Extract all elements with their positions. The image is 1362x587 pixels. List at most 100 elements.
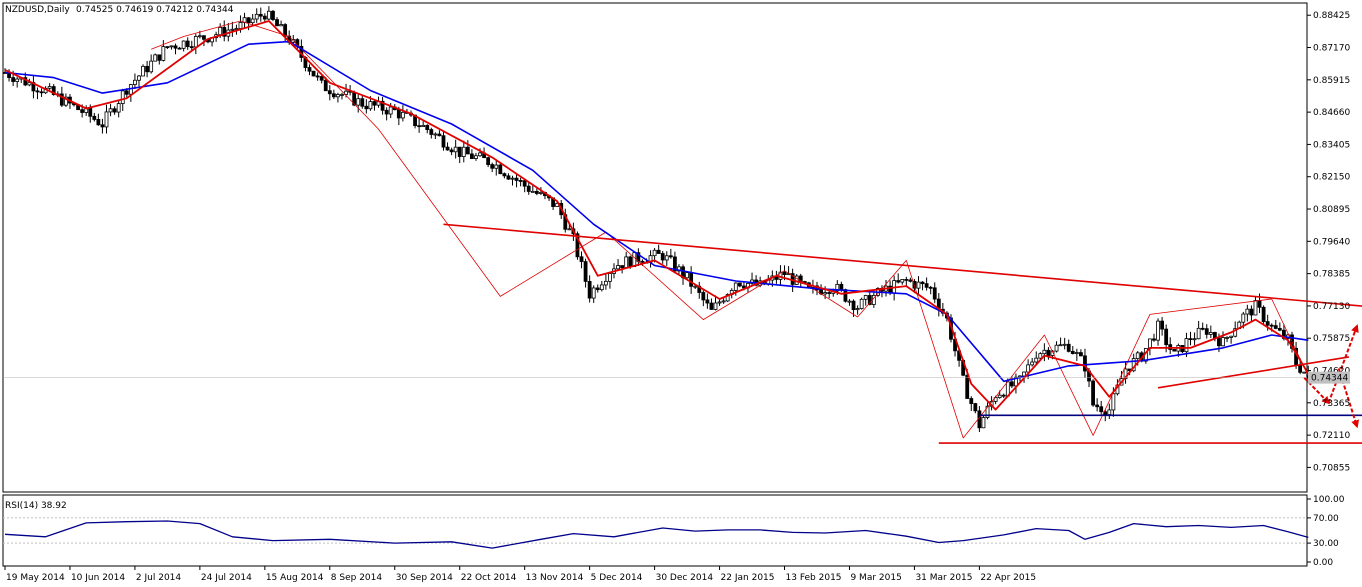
- candle: [258, 7, 263, 22]
- candle-body: [1079, 352, 1083, 357]
- date-tick-label: 15 Aug 2014: [266, 573, 324, 583]
- candle-body: [457, 146, 462, 157]
- candle: [1196, 320, 1201, 340]
- candle-body: [847, 300, 852, 303]
- candle: [530, 184, 535, 193]
- candle-body: [116, 103, 121, 113]
- date-tick-label: 9 Mar 2015: [850, 573, 901, 583]
- candle-body: [717, 301, 722, 304]
- candle: [697, 281, 702, 299]
- rsi-line: [4, 520, 1309, 549]
- candle-body: [336, 94, 340, 98]
- fast-moving-average: [4, 20, 1310, 411]
- candle: [713, 295, 718, 311]
- candle: [457, 146, 462, 164]
- candle: [595, 284, 600, 293]
- candle-body: [900, 278, 905, 283]
- candle-body: [514, 177, 519, 181]
- candle-body: [47, 86, 52, 89]
- candle: [478, 148, 482, 157]
- candle: [1180, 345, 1185, 353]
- candle-body: [15, 78, 20, 82]
- candle: [279, 20, 283, 27]
- candle-body: [145, 65, 150, 73]
- candle: [331, 89, 336, 99]
- candle-body: [632, 252, 637, 267]
- candle-body: [859, 298, 864, 309]
- candle-body: [1099, 406, 1104, 413]
- candle-body: [35, 90, 40, 93]
- price-tick-label: 0.78385: [1313, 270, 1350, 280]
- candle-body: [701, 292, 706, 301]
- candle-body: [315, 75, 320, 78]
- candle-body: [1229, 335, 1234, 338]
- candle: [429, 127, 434, 139]
- candle-body: [108, 108, 113, 113]
- rsi-tick-label: 100.00: [1313, 495, 1345, 505]
- candle: [1042, 343, 1047, 362]
- candle-body: [640, 260, 645, 263]
- candle: [1249, 305, 1254, 322]
- candle-body: [583, 261, 588, 282]
- candle-body: [307, 67, 312, 72]
- date-tick-label: 2 Jul 2014: [136, 573, 181, 583]
- candle-body: [1277, 328, 1282, 331]
- candle-body: [733, 282, 738, 291]
- candle: [141, 64, 145, 77]
- candle: [677, 264, 681, 274]
- candle: [193, 33, 198, 55]
- candle-body: [1058, 344, 1063, 347]
- price-tick-label: 0.88425: [1313, 11, 1350, 21]
- candle-body: [620, 265, 625, 269]
- candle: [1074, 348, 1079, 361]
- candle-body: [530, 190, 535, 193]
- date-tick-label: 30 Sep 2014: [396, 573, 453, 583]
- candle-body: [685, 272, 689, 279]
- candle: [701, 290, 706, 307]
- candle-body: [421, 124, 426, 127]
- candle: [400, 105, 405, 122]
- candle: [157, 54, 162, 65]
- candle-body: [218, 26, 223, 36]
- price-tick-label: 0.83405: [1313, 140, 1350, 150]
- candle-body: [384, 109, 389, 115]
- price-tick-label: 0.82150: [1313, 173, 1350, 183]
- candle: [1188, 331, 1193, 346]
- candle: [35, 87, 40, 100]
- candle-body: [725, 294, 730, 302]
- candle-body: [969, 398, 974, 404]
- candle-body: [88, 107, 93, 117]
- candle-body: [652, 249, 657, 257]
- candle: [498, 162, 503, 175]
- price-tick-label: 0.79640: [1313, 237, 1350, 247]
- candle: [372, 100, 377, 111]
- candle: [266, 6, 271, 21]
- candle-body: [323, 79, 328, 92]
- candle: [1148, 338, 1152, 356]
- candle: [900, 278, 905, 285]
- candle: [1123, 361, 1128, 384]
- candle-body: [498, 164, 503, 175]
- candle-body: [973, 403, 978, 412]
- candle-body: [510, 177, 515, 180]
- date-tick-label: 8 Sep 2014: [331, 573, 383, 583]
- candle: [153, 53, 158, 62]
- candle: [1091, 379, 1095, 407]
- candlesticks: [3, 6, 1311, 432]
- candle: [116, 100, 121, 118]
- candle: [1253, 296, 1258, 316]
- forecast-arrow: [1327, 324, 1359, 404]
- candle-body: [1009, 381, 1014, 387]
- candle-body: [506, 175, 511, 180]
- candle: [526, 181, 531, 195]
- candle: [936, 293, 941, 317]
- candle-body: [843, 289, 848, 302]
- candle: [616, 259, 620, 270]
- candle-body: [1030, 361, 1035, 366]
- date-tick-label: 13 Nov 2014: [526, 573, 584, 583]
- candle-body: [437, 133, 442, 137]
- rsi-panel-border: [2, 494, 1308, 567]
- trend-annotations: [3, 223, 1362, 444]
- candle-body: [603, 280, 608, 286]
